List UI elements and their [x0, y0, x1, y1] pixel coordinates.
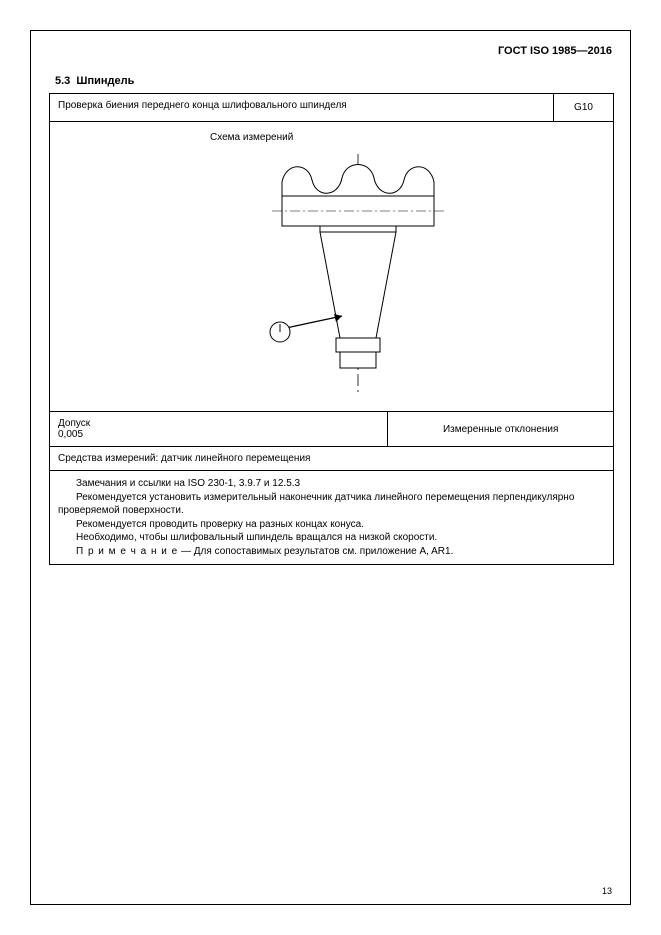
standard-header: ГОСТ ISO 1985—2016: [498, 45, 612, 57]
note-word: П р и м е ч а н и е: [76, 546, 178, 557]
section-name: Шпиндель: [76, 75, 134, 87]
content-frame: ГОСТ ISO 1985—2016 5.3 Шпиндель Проверка…: [30, 30, 631, 905]
tolerance-cell: Допуск 0,005: [50, 412, 388, 447]
spindle-diagram: [50, 142, 610, 412]
tolerance-value: 0,005: [58, 429, 83, 440]
tolerance-row: Допуск 0,005 Измеренные отклонения: [50, 412, 614, 447]
check-title-cell: Проверка биения переднего конца шлифовал…: [50, 94, 554, 122]
page-number: 13: [602, 886, 612, 896]
page: ГОСТ ISO 1985—2016 5.3 Шпиндель Проверка…: [0, 0, 661, 935]
note-dash: —: [178, 546, 194, 557]
section-title: 5.3 Шпиндель: [55, 75, 134, 87]
housing-top: [282, 165, 434, 197]
title-row: Проверка биения переднего конца шлифовал…: [50, 94, 614, 122]
diagram-cell: Схема измерений: [50, 122, 614, 412]
section-number: 5.3: [55, 75, 70, 87]
bottom-nut: [340, 352, 376, 368]
flange-body: [282, 196, 434, 232]
notes-cell: Замечания и ссылки на ISO 230-1, 3.9.7 и…: [50, 471, 614, 565]
step-ring: [336, 338, 380, 352]
tolerance-label: Допуск: [58, 418, 90, 429]
diagram-svg-wrap: [50, 142, 613, 412]
notes-line3: Рекомендуется проводить проверку на разн…: [58, 518, 605, 532]
notes-line2: Рекомендуется установить измерительный н…: [58, 491, 605, 518]
notes-prim: П р и м е ч а н и е — Для сопоставимых р…: [58, 545, 605, 559]
taper-cone: [320, 232, 396, 338]
instruments-row: Средства измерений: датчик линейного пер…: [50, 447, 614, 471]
spec-table: Проверка биения переднего конца шлифовал…: [49, 93, 614, 565]
notes-row: Замечания и ссылки на ISO 230-1, 3.9.7 и…: [50, 471, 614, 565]
instruments-cell: Средства измерений: датчик линейного пер…: [50, 447, 614, 471]
code-cell: G10: [554, 94, 614, 122]
probe-arm: [286, 316, 342, 328]
note-text: Для сопоставимых результатов см. приложе…: [194, 546, 454, 557]
notes-line4: Необходимо, чтобы шлифовальный шпиндель …: [58, 531, 605, 545]
deviation-cell: Измеренные отклонения: [388, 412, 614, 447]
notes-line1: Замечания и ссылки на ISO 230-1, 3.9.7 и…: [58, 477, 605, 491]
diagram-row: Схема измерений: [50, 122, 614, 412]
